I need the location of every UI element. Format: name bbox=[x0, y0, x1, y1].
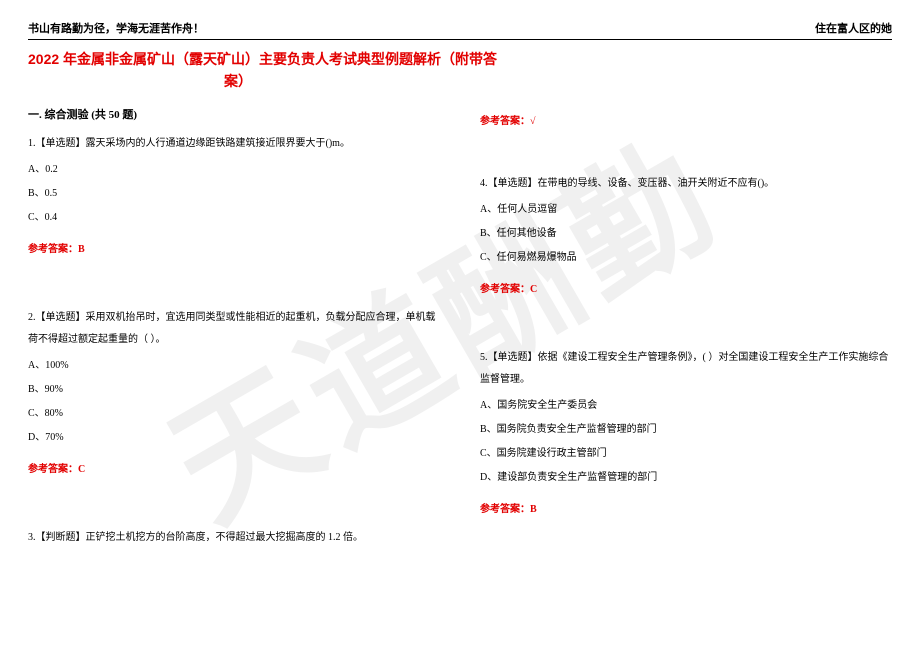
q4-opt-a: A、任何人员逗留 bbox=[480, 199, 892, 221]
q5-opt-b: B、国务院负责安全生产监督管理的部门 bbox=[480, 419, 892, 441]
q4-opt-b: B、任何其他设备 bbox=[480, 223, 892, 245]
q3-answer: 参考答案：√ bbox=[480, 111, 892, 133]
q4-stem: 4.【单选题】在带电的导线、设备、变压器、油开关附近不应有()。 bbox=[480, 173, 892, 195]
title-line2: 案） bbox=[28, 70, 448, 92]
q4-answer: 参考答案：C bbox=[480, 279, 892, 301]
q5-opt-d: D、建设部负责安全生产监督管理的部门 bbox=[480, 467, 892, 489]
q5-stem: 5.【单选题】依据《建设工程安全生产管理条例》，( ）对全国建设工程安全生产工作… bbox=[480, 347, 892, 391]
title-line1: 2022 年金属非金属矿山（露天矿山）主要负责人考试典型例题解析（附带答 bbox=[28, 51, 497, 67]
q2-answer: 参考答案：C bbox=[28, 459, 440, 481]
q2-opt-a: A、100% bbox=[28, 355, 440, 377]
header-left: 书山有路勤为径，学海无涯苦作舟！ bbox=[28, 20, 204, 36]
q5-opt-a: A、国务院安全生产委员会 bbox=[480, 395, 892, 417]
left-column: 一. 综合测验 (共 50 题) 1.【单选题】露天采场内的人行通道边缘距铁路建… bbox=[28, 103, 440, 553]
q1-answer: 参考答案：B bbox=[28, 239, 440, 261]
q2-opt-b: B、90% bbox=[28, 379, 440, 401]
page-header: 书山有路勤为径，学海无涯苦作舟！ 住在富人区的她 bbox=[28, 20, 892, 40]
q1-opt-b: B、0.5 bbox=[28, 183, 440, 205]
content-columns: 一. 综合测验 (共 50 题) 1.【单选题】露天采场内的人行通道边缘距铁路建… bbox=[28, 103, 892, 553]
q2-opt-d: D、70% bbox=[28, 427, 440, 449]
q4-opt-c: C、任何易燃易爆物品 bbox=[480, 247, 892, 269]
q1-opt-a: A、0.2 bbox=[28, 159, 440, 181]
q1-stem: 1.【单选题】露天采场内的人行通道边缘距铁路建筑接近限界要大于()m。 bbox=[28, 133, 440, 155]
page-container: 书山有路勤为径，学海无涯苦作舟！ 住在富人区的她 2022 年金属非金属矿山（露… bbox=[0, 0, 920, 573]
q2-stem: 2.【单选题】采用双机抬吊时，宜选用同类型或性能相近的起重机，负载分配应合理，单… bbox=[28, 307, 440, 351]
q1-opt-c: C、0.4 bbox=[28, 207, 440, 229]
q5-opt-c: C、国务院建设行政主管部门 bbox=[480, 443, 892, 465]
right-column: 参考答案：√ 4.【单选题】在带电的导线、设备、变压器、油开关附近不应有()。 … bbox=[480, 103, 892, 553]
document-title: 2022 年金属非金属矿山（露天矿山）主要负责人考试典型例题解析（附带答 案） bbox=[28, 48, 892, 93]
q2-opt-c: C、80% bbox=[28, 403, 440, 425]
q3-stem: 3.【判断题】正铲挖土机挖方的台阶高度，不得超过最大挖掘高度的 1.2 倍。 bbox=[28, 527, 440, 549]
header-right: 住在富人区的她 bbox=[815, 20, 892, 36]
section-heading: 一. 综合测验 (共 50 题) bbox=[28, 103, 440, 127]
q5-answer: 参考答案：B bbox=[480, 499, 892, 521]
